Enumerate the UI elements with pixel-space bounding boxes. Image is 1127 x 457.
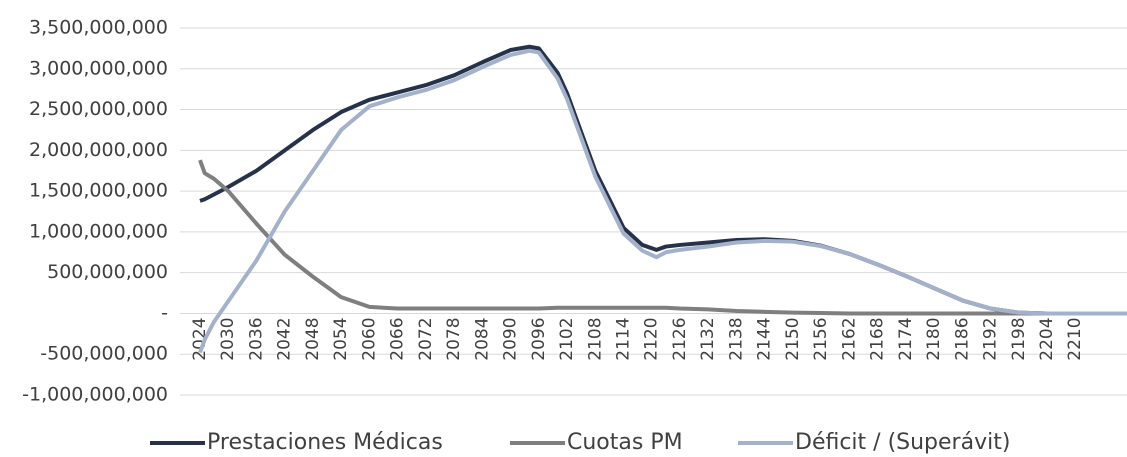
x-tick-label: 2114 [614, 317, 634, 360]
y-tick-label: 1,500,000,000 [29, 180, 168, 202]
y-tick-label: 3,000,000,000 [29, 57, 168, 79]
x-tick-label: 2024 [190, 317, 210, 360]
x-tick-label: 2186 [952, 317, 972, 360]
x-tick-label: 2204 [1037, 317, 1057, 360]
x-tick-label: 2156 [811, 317, 831, 360]
x-tick-label: 2168 [868, 317, 888, 360]
y-tick-label: -500,000,000 [40, 343, 168, 365]
x-tick-label: 2090 [501, 317, 521, 360]
x-tick-label: 2060 [359, 317, 379, 360]
legend-label: Déficit / (Superávit) [795, 430, 1010, 455]
x-tick-label: 2096 [529, 317, 549, 360]
y-tick-label: -1,000,000,000 [22, 384, 168, 406]
legend-label: Cuotas PM [567, 430, 683, 455]
x-tick-label: 2132 [698, 317, 718, 360]
x-tick-label: 2078 [444, 317, 464, 360]
legend-label: Prestaciones Médicas [207, 430, 443, 455]
x-tick-label: 2180 [924, 317, 944, 360]
x-tick-label: 2030 [218, 317, 238, 360]
y-tick-label: 1,000,000,000 [29, 220, 168, 242]
x-tick-label: 2120 [642, 317, 662, 360]
x-tick-label: 2102 [557, 317, 577, 360]
x-tick-label: 2072 [416, 317, 436, 360]
x-tick-label: 2210 [1065, 317, 1085, 360]
y-tick-label: 500,000,000 [47, 261, 168, 283]
y-tick-label: 2,500,000,000 [29, 98, 168, 120]
x-tick-label: 2048 [303, 317, 323, 360]
x-tick-label: 2192 [981, 317, 1001, 360]
series-line [199, 44, 1127, 316]
y-tick-label: 2,000,000,000 [29, 139, 168, 161]
series-line [198, 48, 1127, 354]
x-tick-label: 2054 [331, 317, 351, 360]
x-tick-label: 2084 [472, 317, 492, 360]
y-tick-label: 3,500,000,000 [29, 17, 168, 39]
y-tick-label: - [161, 302, 168, 324]
x-tick-label: 2138 [726, 317, 746, 360]
x-tick-label: 2066 [388, 317, 408, 360]
x-tick-label: 2198 [1009, 317, 1029, 360]
x-tick-label: 2144 [755, 317, 775, 360]
x-tick-label: 2162 [839, 317, 859, 360]
x-tick-label: 2126 [670, 317, 690, 360]
x-tick-label: 2042 [275, 317, 295, 360]
x-tick-label: 2174 [896, 317, 916, 360]
x-tick-label: 2108 [585, 317, 605, 360]
x-tick-label: 2150 [783, 317, 803, 360]
series-line [198, 159, 1127, 316]
x-tick-label: 2036 [246, 317, 266, 360]
